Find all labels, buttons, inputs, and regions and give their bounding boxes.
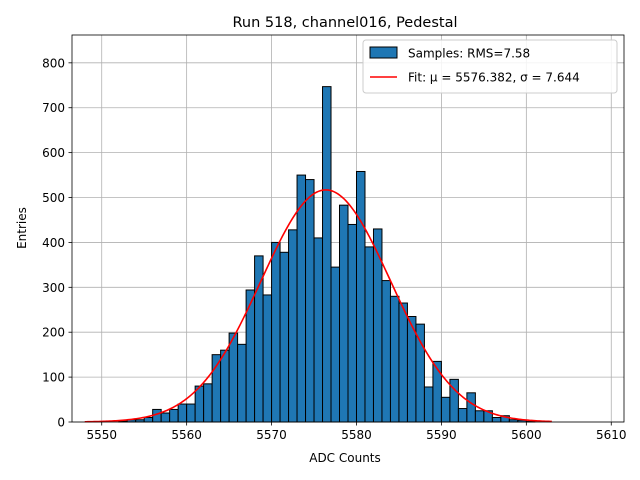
legend-fit-label: Fit: μ = 5576.382, σ = 7.644 xyxy=(408,71,580,85)
histogram-bar xyxy=(381,280,391,423)
y-axis-label: Entries xyxy=(15,207,29,249)
y-tick-label: 100 xyxy=(42,371,65,385)
x-axis-label: ADC Counts xyxy=(309,451,381,465)
histogram-bar xyxy=(330,266,341,423)
gaussian-fit-curve xyxy=(84,189,552,423)
histogram-bar xyxy=(440,396,451,423)
y-tick-label: 800 xyxy=(42,56,65,70)
histogram-bar xyxy=(237,343,247,423)
histogram-bar xyxy=(203,383,213,423)
y-tick-label: 300 xyxy=(42,281,65,295)
histogram-bar xyxy=(271,241,281,423)
histogram-bar xyxy=(279,251,290,423)
x-tick-label: 5610 xyxy=(596,428,627,442)
y-axis-ticks: 0 100 200 300 400 500 600 700 800 xyxy=(42,56,72,430)
histogram-bar xyxy=(228,332,239,423)
fit-curve-layer xyxy=(84,189,552,423)
y-tick-label: 500 xyxy=(42,191,65,205)
histogram-bar xyxy=(186,403,196,423)
x-tick-label: 5550 xyxy=(86,428,117,442)
histogram-bar xyxy=(474,410,485,423)
histogram-bar xyxy=(466,392,476,423)
x-tick-label: 5560 xyxy=(171,428,202,442)
histogram-bar xyxy=(160,412,171,423)
legend-box xyxy=(362,39,618,94)
y-tick-label: 200 xyxy=(42,326,65,340)
x-tick-label: 5570 xyxy=(256,428,287,442)
histogram-bar xyxy=(339,204,349,423)
legend: Samples: RMS=7.58 Fit: μ = 5576.382, σ =… xyxy=(362,39,618,94)
y-tick-label: 700 xyxy=(42,101,65,115)
plot-frame xyxy=(71,34,625,423)
histogram-bar xyxy=(169,408,179,423)
legend-samples-swatch xyxy=(369,46,398,59)
histogram-bar xyxy=(296,174,307,423)
y-tick-label: 0 xyxy=(57,416,65,430)
y-tick-label: 600 xyxy=(42,146,65,160)
histogram-bar xyxy=(423,386,434,423)
y-tick-label: 400 xyxy=(42,236,65,250)
histogram-bar xyxy=(322,86,332,423)
histogram-bar xyxy=(457,408,468,423)
histogram-bar xyxy=(415,323,425,423)
histogram-bar xyxy=(305,179,315,423)
x-tick-label: 5590 xyxy=(426,428,457,442)
histogram-bar xyxy=(389,295,400,423)
histogram-bar xyxy=(177,403,188,423)
histogram-bar xyxy=(194,385,205,423)
histogram-bar xyxy=(364,246,374,423)
histogram-bar xyxy=(491,417,502,423)
histogram-bar xyxy=(262,294,273,423)
x-tick-label: 5600 xyxy=(511,428,542,442)
histogram-bar xyxy=(288,229,298,423)
legend-samples-label: Samples: RMS=7.58 xyxy=(408,47,530,61)
histogram-bar xyxy=(355,170,366,423)
chart-title: Run 518, channel016, Pedestal xyxy=(232,15,457,31)
histogram-bar xyxy=(220,349,230,423)
histogram-bar xyxy=(347,223,357,423)
x-axis-ticks: 5550 5560 5570 5580 5590 5600 5610 xyxy=(86,422,627,442)
histogram-bar xyxy=(313,237,324,423)
histogram-bar xyxy=(143,417,154,423)
x-tick-label: 5580 xyxy=(341,428,372,442)
histogram-bar xyxy=(432,360,442,423)
histogram-bar xyxy=(398,302,408,423)
